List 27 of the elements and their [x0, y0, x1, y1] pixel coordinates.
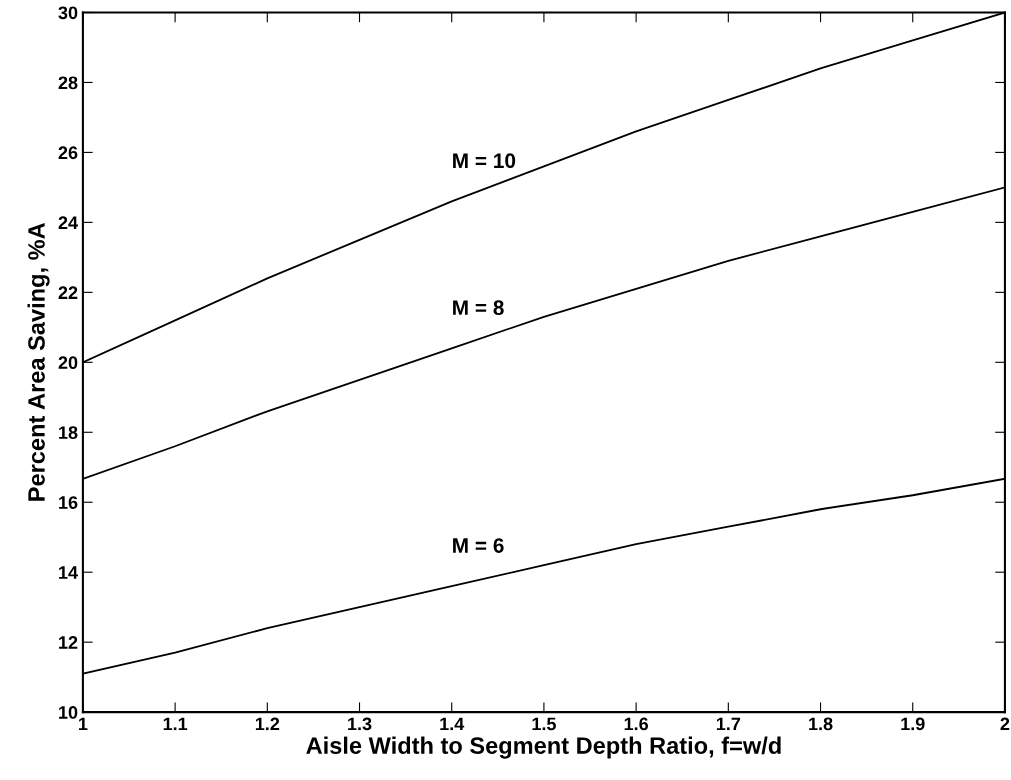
y-tick-label: 10: [59, 706, 78, 719]
x-tick-label: 1.6: [624, 717, 649, 731]
x-tick-label: 1.5: [532, 717, 556, 731]
y-tick-label: 18: [59, 426, 78, 439]
x-tick-label: 1: [79, 717, 88, 731]
y-tick-label: 16: [59, 496, 78, 509]
y-tick-label: 12: [59, 636, 78, 649]
y-tick-label: 28: [58, 76, 78, 90]
x-tick-label: 1.3: [348, 717, 372, 731]
y-tick-label: 26: [58, 146, 78, 160]
x-tick-label: 1.9: [901, 717, 925, 731]
x-tick-label: 1.4: [440, 717, 465, 731]
x-axis-title: Aisle Width to Segment Depth Ratio, f=w/d: [306, 736, 781, 759]
y-axis-title: Percent Area Saving, %A: [27, 222, 50, 501]
x-tick-label: 1.1: [163, 717, 188, 731]
annotation: M = 10: [453, 153, 516, 169]
y-tick-label: 20: [58, 356, 78, 370]
x-tick-label: 2: [1000, 717, 1010, 731]
y-tick-label: 14: [59, 566, 78, 579]
y-tick-label: 22: [58, 286, 78, 299]
annotation: M = 6: [453, 538, 504, 553]
x-tick-label: 1.2: [255, 717, 280, 731]
y-tick-label: 24: [58, 216, 78, 229]
x-tick-label: 1.8: [809, 717, 833, 731]
y-tick-label: 30: [58, 6, 78, 20]
annotation: M = 8: [453, 300, 504, 316]
x-tick-label: 1.7: [716, 717, 741, 731]
